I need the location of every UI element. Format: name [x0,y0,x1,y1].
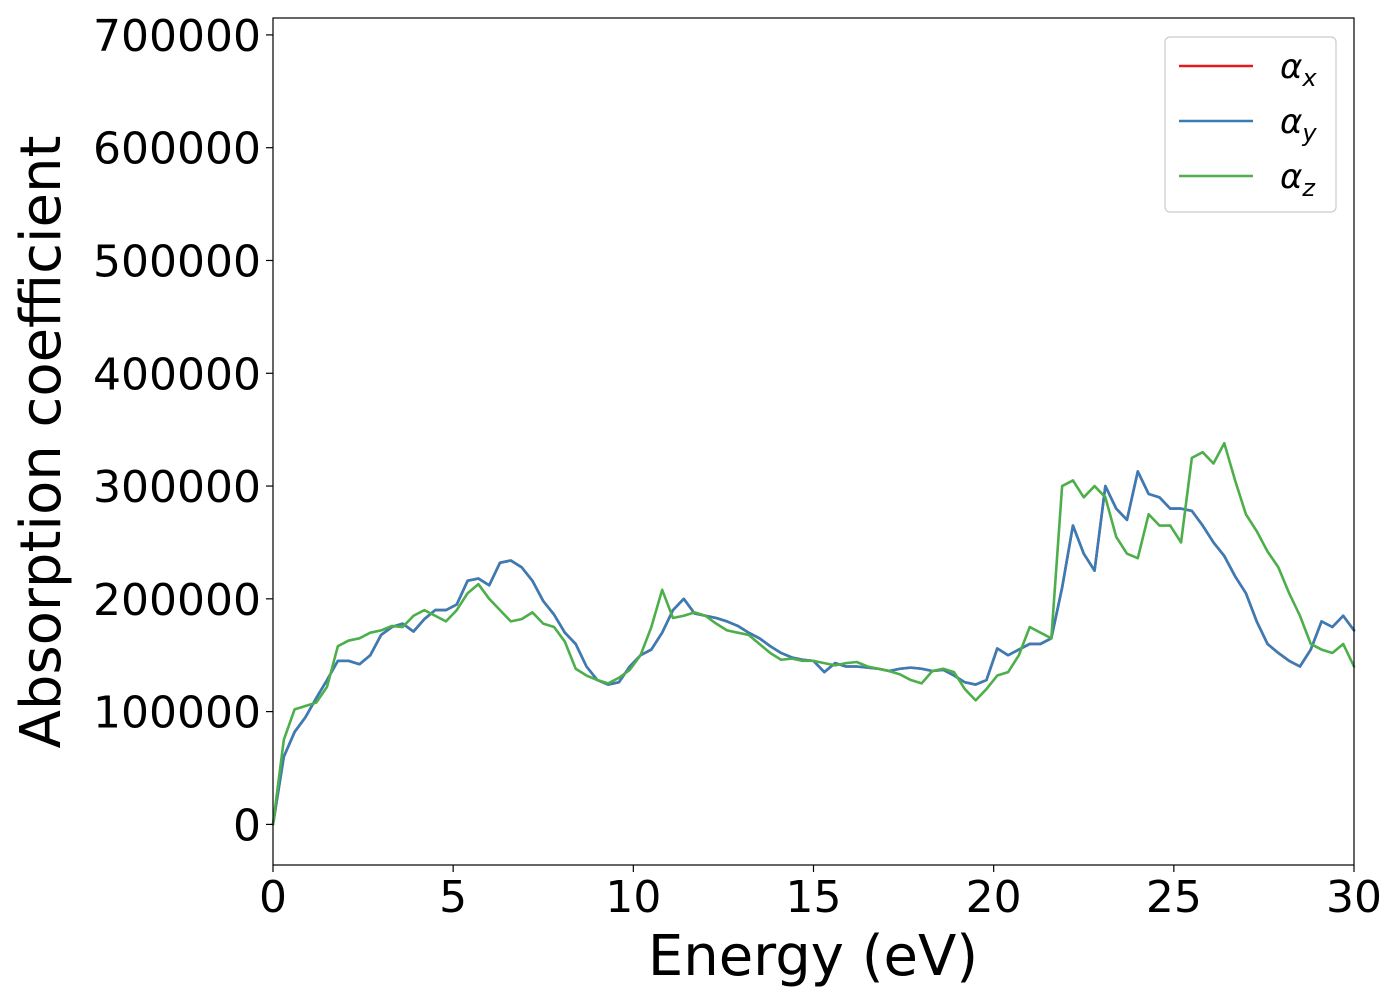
x-tick-label: 10 [605,872,661,923]
series-line-z [271,441,1356,826]
y-tick-label: 600000 [93,124,261,175]
x-tick-label: 25 [1146,872,1202,923]
y-axis-label: Absorption coefficient [9,136,74,749]
x-axis-label: Energy (eV) [648,924,978,989]
y-tick-label: 300000 [93,462,261,513]
legend-label-x: αx [1280,47,1317,92]
series-line-x [271,470,1356,826]
x-axis-ticks: 0 5 10 15 20 25 30 [259,865,1382,923]
x-tick-label: 20 [966,872,1022,923]
y-tick-label: 100000 [93,688,261,739]
legend-label-y: αy [1280,102,1317,147]
y-tick-label: 500000 [93,236,261,287]
series-layer [271,441,1356,826]
y-tick-label: 400000 [93,349,261,400]
y-axis-ticks: 0 100000 200000 300000 400000 500000 600000 700… [93,11,273,851]
y-tick-label: 200000 [93,575,261,626]
series-line-y [271,470,1356,826]
y-tick-label: 0 [233,800,261,851]
x-tick-label: 15 [786,872,842,923]
x-tick-label: 5 [439,872,467,923]
y-tick-label: 700000 [93,11,261,62]
x-tick-label: 0 [259,872,287,923]
x-tick-label: 30 [1326,872,1382,923]
legend-box [1164,36,1337,213]
